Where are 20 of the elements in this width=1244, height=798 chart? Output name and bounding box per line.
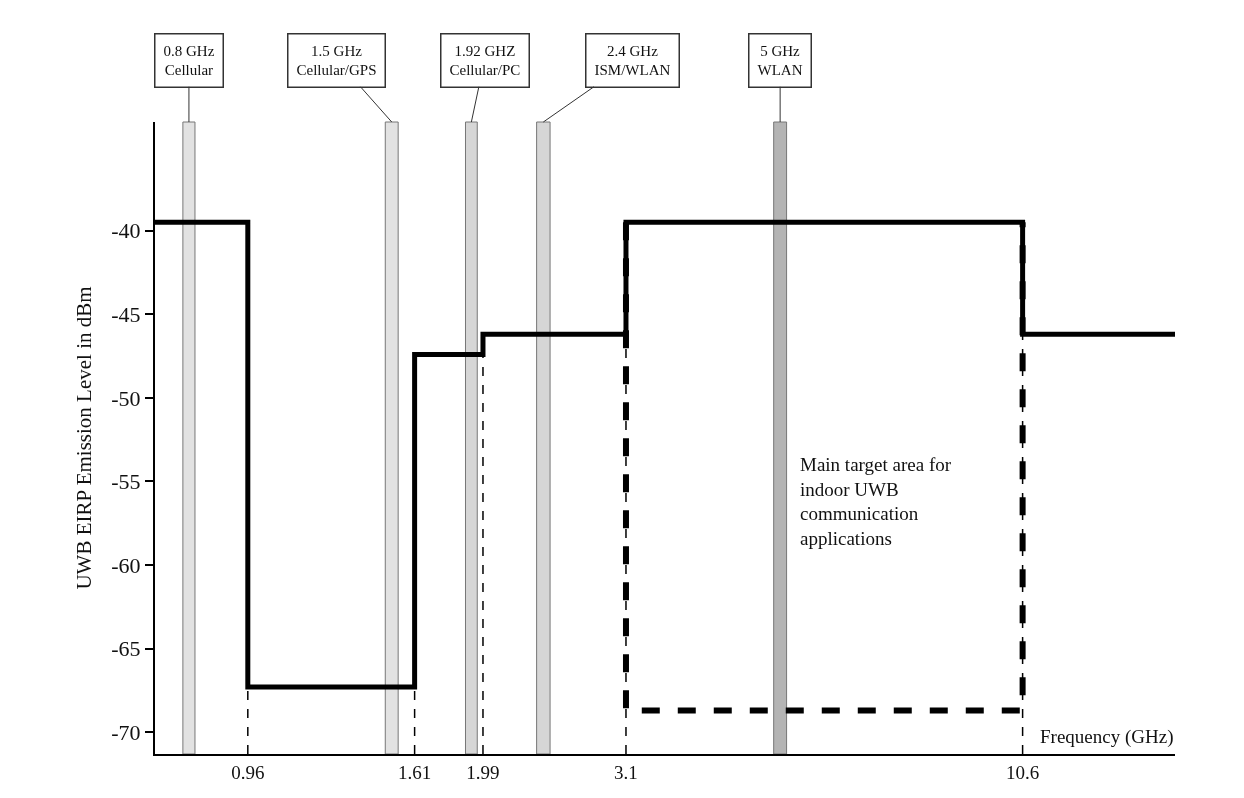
x-tick-label: 1.61	[397, 761, 432, 783]
band-label: 5 GHz WLAN	[757, 42, 803, 78]
x-tick-label: 10.6	[1005, 761, 1040, 783]
y-tick-label: -55	[111, 469, 141, 495]
band-label: 1.5 GHz Cellular/GPS	[296, 42, 377, 78]
y-tick-label: -40	[111, 218, 141, 244]
y-tick-label: -65	[111, 636, 141, 662]
annotation: Main target area for indoor UWB communication applications	[800, 454, 952, 550]
y-tick-label: -50	[111, 385, 141, 411]
band-label: 0.8 GHz Cellular	[163, 42, 215, 78]
y-tick-label: -60	[111, 552, 141, 578]
y-tick-label: -45	[111, 301, 141, 327]
band-label: 2.4 GHz ISM/WLAN	[594, 42, 671, 78]
x-axis-title: Frequency (GHz)	[1040, 726, 1174, 748]
x-tick-label: 3.1	[614, 761, 638, 783]
band-label: 1.92 GHZ Cellular/PC	[449, 42, 521, 78]
y-tick-label: -70	[111, 719, 141, 745]
x-tick-label: 1.99	[466, 761, 500, 783]
y-axis-title: UWB EIRP Emission Level in dBm	[71, 286, 96, 590]
x-tick-label: 0.96	[231, 761, 265, 783]
